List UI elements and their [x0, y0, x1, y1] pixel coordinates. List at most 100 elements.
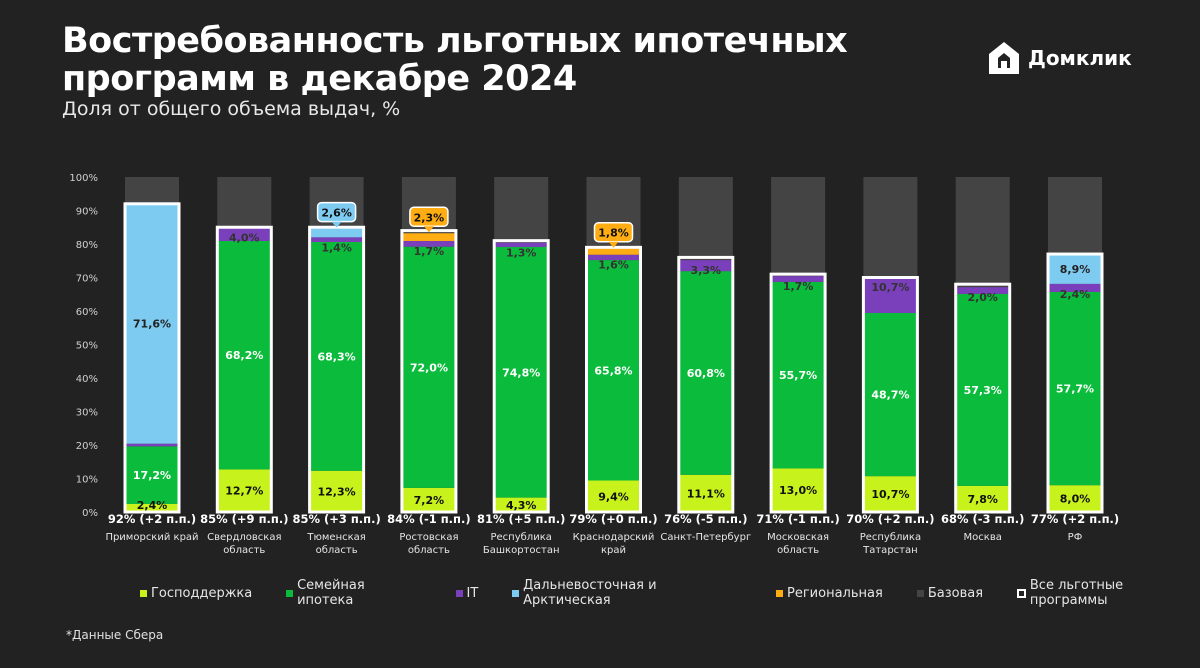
- category-label: РФ: [1068, 532, 1083, 543]
- bar-segment-regional: [586, 248, 641, 255]
- legend-label: Базовая: [927, 585, 984, 601]
- category-label: Татарстан: [862, 545, 918, 556]
- legend-swatch: [916, 589, 924, 597]
- category-label: Тюменская: [306, 532, 365, 543]
- data-label-family: 55,7%: [779, 369, 817, 382]
- total-label: 70% (+2 п.п.): [846, 512, 934, 526]
- bar-total-outline: [123, 202, 181, 514]
- bar-segment-it: [586, 254, 641, 261]
- category-label: Санкт-Петербург: [660, 532, 751, 543]
- bar-segment-gospodderzhka: [217, 469, 272, 512]
- bar-segment-far_east: [125, 203, 179, 444]
- bar-segment-gospodderzhka: [125, 503, 179, 512]
- data-label-family: 72,0%: [410, 361, 448, 374]
- bar-segment-family: [125, 446, 179, 504]
- y-tick-label: 90%: [76, 207, 98, 218]
- legend-swatch: [512, 589, 520, 597]
- category-label: край: [601, 545, 626, 556]
- data-label-far_east: 71,6%: [133, 318, 171, 331]
- data-label-gospodderzhka: 12,3%: [318, 485, 356, 498]
- category-label: Москва: [964, 532, 1002, 543]
- bar-segment-far_east: [1048, 254, 1102, 284]
- data-label-family: 57,3%: [964, 384, 1002, 397]
- category-label: Ростовская: [399, 532, 458, 543]
- y-tick-label: 50%: [76, 341, 98, 352]
- bar-segment-family: [586, 260, 641, 481]
- category-label: область: [408, 545, 450, 556]
- bar-total-outline: [954, 282, 1012, 514]
- legend-label: IT: [466, 585, 479, 601]
- bar-segment-gospodderzhka: [309, 470, 364, 512]
- chart-legend: Господдержка Семейная ипотека IT Дальнев…: [140, 578, 1200, 608]
- data-label-it: 2,0%: [967, 291, 998, 304]
- callout-label: 1,8%: [598, 227, 629, 240]
- category-label: Республика: [860, 532, 921, 543]
- data-label-it: 2,4%: [1060, 288, 1091, 301]
- data-label-it: 1,7%: [414, 245, 445, 258]
- y-tick-label: 100%: [69, 173, 98, 184]
- legend-swatch: [140, 589, 147, 597]
- legend-label: Региональная: [787, 585, 883, 601]
- total-label: 85% (+9 п.п.): [200, 512, 288, 526]
- data-label-it: 3,3%: [691, 264, 722, 277]
- bar-segment-gospodderzhka: [863, 476, 918, 512]
- legend-swatch: [286, 589, 294, 597]
- callout-pointer: [423, 226, 434, 233]
- callout-pointer: [608, 241, 619, 248]
- bar-segment-gospodderzhka: [771, 468, 826, 512]
- bar-segment-gospodderzhka: [678, 474, 733, 512]
- callout-pointer: [331, 221, 342, 228]
- data-label-gospodderzhka: 13,0%: [779, 484, 817, 497]
- total-label: 76% (-5 п.п.): [664, 512, 747, 526]
- y-tick-label: 60%: [76, 307, 98, 318]
- footnote: *Данные Сбера: [66, 628, 164, 642]
- bar-segment-it: [401, 240, 456, 247]
- bar-segment-family: [309, 241, 364, 471]
- bar-total-outline: [215, 225, 273, 514]
- bar-total-outline: [492, 239, 550, 514]
- y-tick-label: 80%: [76, 240, 98, 251]
- bar-segment-family: [494, 247, 549, 498]
- legend-swatch: [776, 589, 784, 597]
- callout-label: 2,6%: [321, 207, 352, 220]
- data-label-family: 48,7%: [871, 389, 909, 402]
- legend-item-gospodderzhka: Господдержка: [140, 586, 252, 601]
- data-label-family: 68,2%: [225, 349, 263, 362]
- bar-segment-family: [401, 246, 456, 488]
- legend-label: Семейная ипотека: [297, 578, 365, 608]
- data-label-gospodderzhka: 4,3%: [506, 499, 537, 512]
- data-label-gospodderzhka: 7,8%: [967, 493, 998, 506]
- bar-total-outline: [861, 276, 919, 514]
- legend-item-all-programs: Все льготные программы: [1017, 578, 1200, 608]
- data-label-it: 1,6%: [598, 259, 629, 272]
- bar-segment-gospodderzhka: [494, 497, 549, 512]
- bar-segment-family: [217, 240, 272, 470]
- bar-segment-family: [1048, 291, 1102, 486]
- y-tick-label: 70%: [76, 274, 98, 285]
- legend-swatch: [1017, 588, 1026, 598]
- bar-segment-it: [863, 277, 918, 314]
- y-tick-label: 20%: [76, 441, 98, 452]
- data-label-family: 57,7%: [1056, 383, 1094, 396]
- y-tick-label: 40%: [76, 374, 98, 385]
- legend-item-family: Семейная ипотека: [286, 578, 421, 608]
- bar-segment-family: [771, 281, 826, 469]
- category-label: Московская: [767, 532, 829, 543]
- data-label-gospodderzhka: 11,1%: [687, 487, 725, 500]
- data-label-family: 17,2%: [133, 469, 171, 482]
- chart-subtitle: Доля от общего объема выдач, %: [62, 98, 401, 120]
- domclick-logo: Домклик: [986, 40, 1132, 76]
- total-label: 84% (-1 п.п.): [387, 512, 470, 526]
- data-label-far_east: 8,9%: [1060, 263, 1091, 276]
- bar-total-outline: [677, 255, 735, 514]
- category-label: область: [777, 545, 819, 556]
- legend-item-it: IT: [455, 585, 479, 601]
- bar-segment-it: [217, 227, 272, 241]
- legend-label: Господдержка: [151, 585, 253, 601]
- data-label-it: 1,3%: [506, 247, 537, 260]
- y-tick-label: 10%: [76, 475, 98, 486]
- domclick-house-icon: [989, 42, 1019, 74]
- bar-segment-it: [1048, 283, 1102, 292]
- bar-total-outline: [1046, 252, 1104, 514]
